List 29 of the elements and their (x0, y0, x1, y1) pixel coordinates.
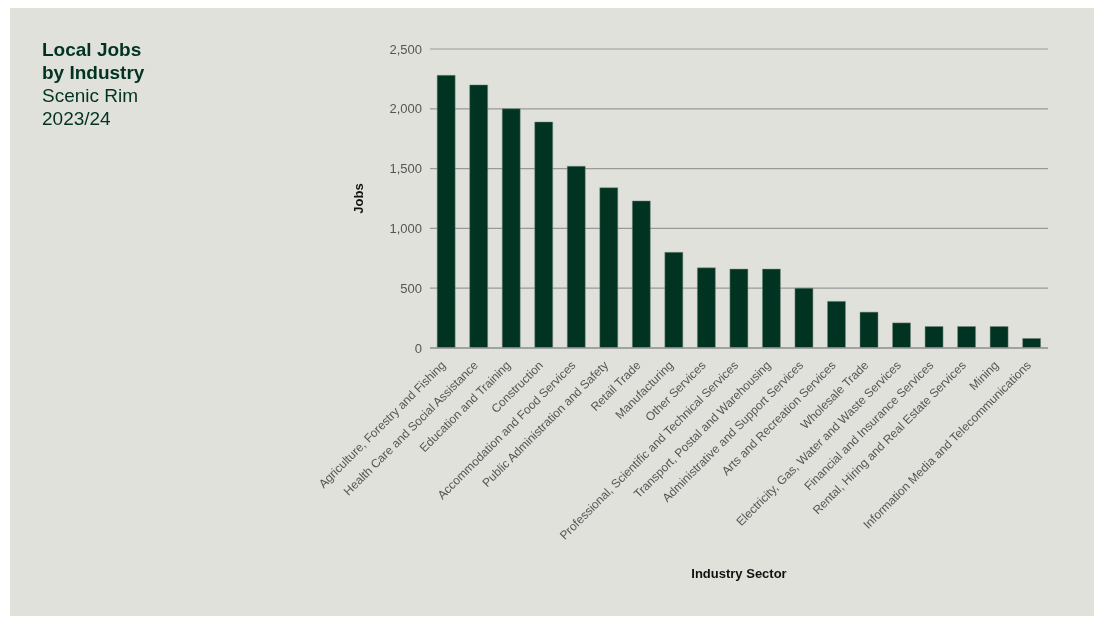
bar (729, 268, 749, 348)
bar (664, 252, 684, 348)
y-tick-label: 0 (414, 340, 422, 356)
y-tick-label: 2,000 (389, 101, 422, 117)
bar (762, 268, 781, 348)
bar (827, 301, 846, 348)
bar (632, 200, 651, 348)
bar (534, 121, 553, 348)
y-tick-label: 2,500 (389, 41, 422, 57)
y-tick-label: 1,000 (389, 221, 422, 237)
y-axis-title: Jobs (350, 183, 366, 214)
bar (501, 108, 521, 348)
bar (1022, 338, 1041, 348)
bar (794, 287, 814, 348)
bar (469, 84, 488, 348)
bar (989, 326, 1009, 348)
y-tick-label: 500 (400, 280, 422, 296)
bar (892, 322, 911, 348)
bar (697, 267, 716, 348)
y-tick-label: 1,500 (389, 161, 422, 177)
bar (957, 326, 976, 348)
text: Local Jobs by Industry (42, 38, 146, 84)
x-axis-title: Industry Sector (691, 566, 787, 581)
bar (859, 311, 879, 348)
bar (436, 75, 456, 348)
bar (567, 165, 586, 348)
text: Scenic Rim 2023/24 (42, 84, 140, 130)
bar (599, 187, 619, 348)
bar (924, 326, 944, 348)
